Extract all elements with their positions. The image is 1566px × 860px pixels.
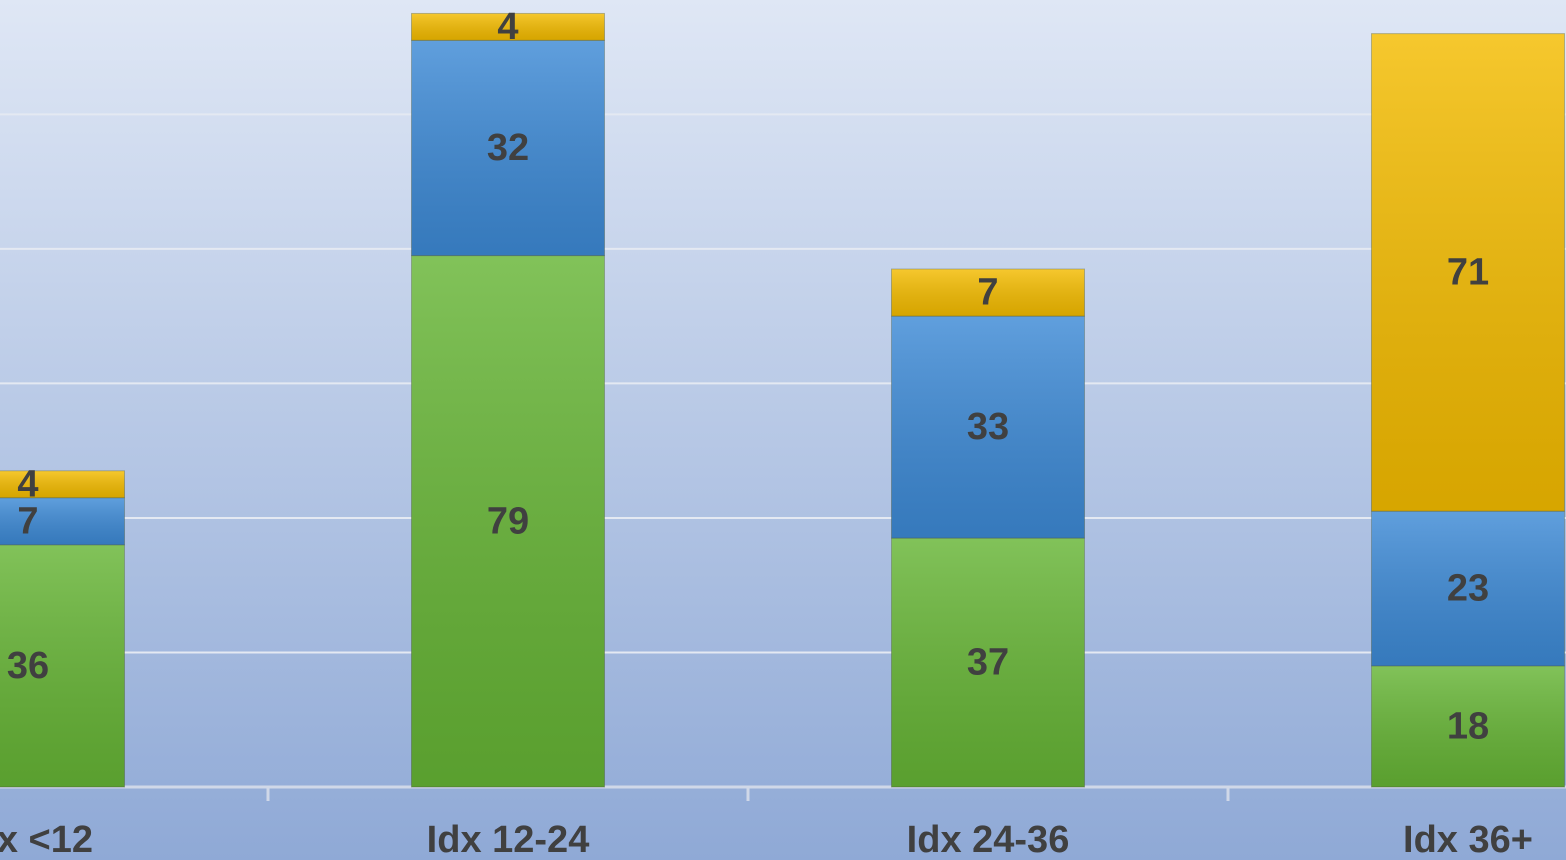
bar-shade: [1371, 511, 1565, 666]
bar-shade: [891, 269, 1085, 317]
data-label: 4: [17, 463, 38, 505]
bar-shade: [0, 497, 125, 545]
x-tick-label: Idx 12-24: [427, 819, 590, 860]
data-label: 32: [487, 127, 529, 169]
data-label: 33: [967, 406, 1009, 448]
bar-shade: [0, 470, 125, 498]
bar-shade: [411, 40, 605, 256]
data-label: 79: [487, 500, 529, 542]
data-label: 7: [977, 272, 998, 314]
data-label: 18: [1447, 705, 1489, 747]
bar-shade: [0, 544, 125, 787]
data-label: 4: [497, 6, 518, 48]
data-label: 23: [1447, 568, 1489, 610]
bar-shade: [411, 13, 605, 41]
x-tick-label: Idx 24-36: [907, 819, 1070, 860]
bar-shade: [1371, 33, 1565, 512]
data-label: 36: [7, 645, 49, 687]
bar-shade: [891, 538, 1085, 787]
bar-shade: [891, 316, 1085, 539]
bar-shade: [1371, 665, 1565, 787]
x-tick-label: Idx 36+: [1403, 819, 1533, 860]
data-label: 71: [1447, 251, 1489, 293]
x-tick-label: Idx <12: [0, 819, 93, 860]
data-label: 7: [17, 500, 38, 542]
data-label: 37: [967, 642, 1009, 684]
bar-shade: [411, 255, 605, 788]
